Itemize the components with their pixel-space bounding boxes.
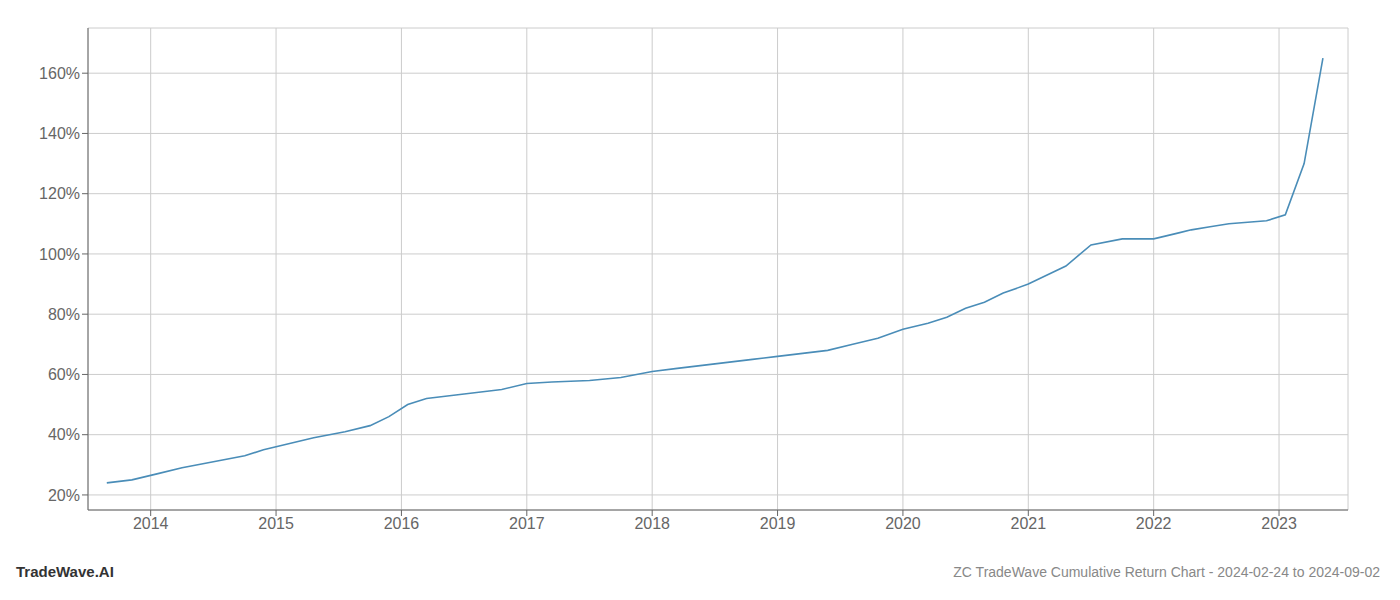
- svg-text:40%: 40%: [48, 426, 80, 443]
- svg-text:140%: 140%: [39, 125, 80, 142]
- svg-text:60%: 60%: [48, 366, 80, 383]
- svg-text:2019: 2019: [760, 515, 796, 532]
- svg-text:2017: 2017: [509, 515, 545, 532]
- svg-text:2016: 2016: [384, 515, 420, 532]
- svg-text:2020: 2020: [885, 515, 921, 532]
- svg-text:100%: 100%: [39, 246, 80, 263]
- html-text:ZC TradeWave Cumulative Return: ZC TradeWave Cumulative Return Chart - 2…: [953, 564, 1380, 580]
- svg-text:2015: 2015: [258, 515, 294, 532]
- svg-text:160%: 160%: [39, 65, 80, 82]
- svg-text:120%: 120%: [39, 185, 80, 202]
- svg-text:2021: 2021: [1011, 515, 1047, 532]
- svg-text:2014: 2014: [133, 515, 169, 532]
- svg-text:2022: 2022: [1136, 515, 1172, 532]
- svg-text:20%: 20%: [48, 487, 80, 504]
- html-text:TradeWave.AI: TradeWave.AI: [16, 563, 114, 580]
- svg-text:80%: 80%: [48, 306, 80, 323]
- svg-text:2023: 2023: [1261, 515, 1297, 532]
- svg-text:2018: 2018: [634, 515, 670, 532]
